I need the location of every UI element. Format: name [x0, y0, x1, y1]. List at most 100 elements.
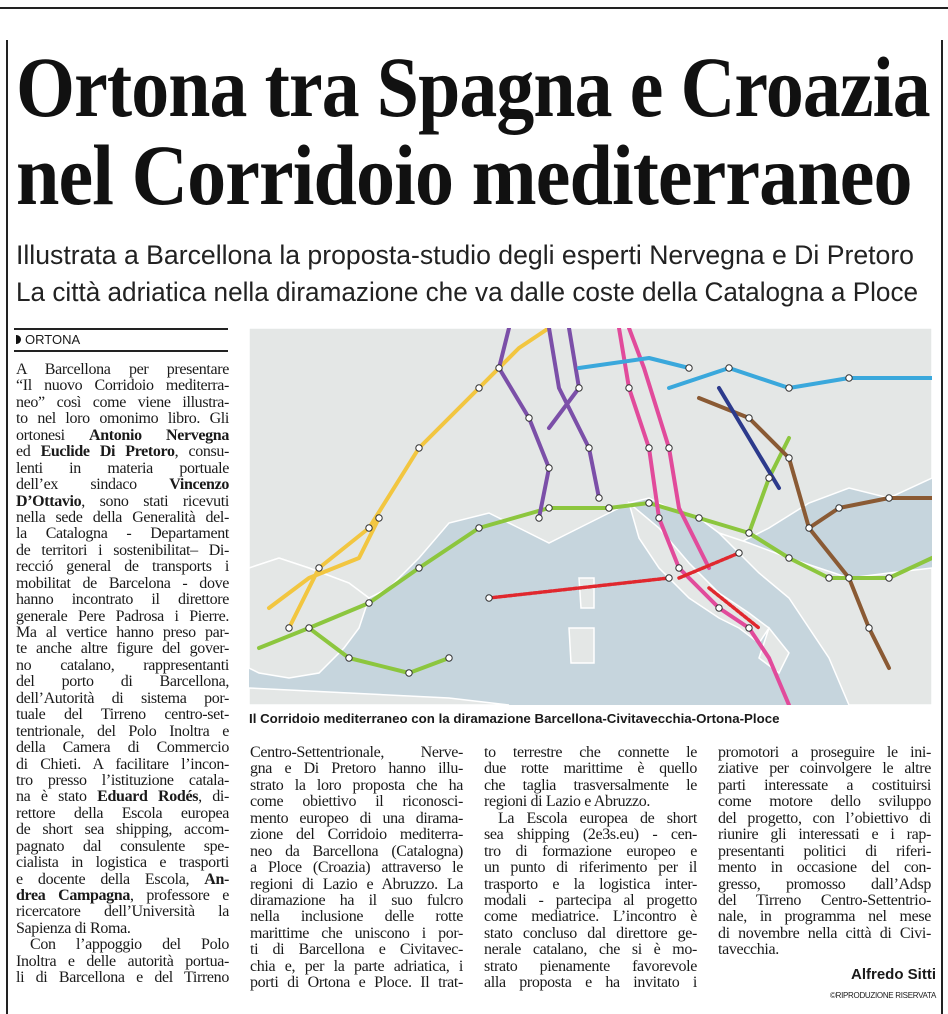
- city-node: [745, 624, 753, 632]
- text-line: dell’Autorità di sistema por-: [16, 689, 229, 707]
- text-line: ortonesi Antonio Nervegna: [16, 426, 229, 444]
- text-line: nerale catalano, che si è mo-: [484, 941, 697, 959]
- text-line: del progetto, con l’obiettivo di: [718, 809, 931, 827]
- text-line: A Barcellona per presentare: [16, 361, 229, 378]
- text-line: hanno incontrato il direttore: [16, 591, 229, 609]
- city-node: [825, 574, 833, 582]
- text-line: recció general de transports i: [16, 558, 229, 576]
- corridor-map: [248, 326, 934, 707]
- city-node: [495, 364, 503, 372]
- subheadline-line-2: La città adriatica nella diramazione che…: [16, 277, 919, 307]
- text-line: tuale del Tirreno centro-set-: [16, 706, 229, 724]
- city-node: [525, 414, 533, 422]
- text-line: ti di Barcellona e Civitavec-: [250, 941, 463, 959]
- text-line: un punto di riferimento per il: [484, 859, 697, 877]
- section-marker-icon: [16, 335, 21, 344]
- text-line: strato la loro proposta che ha: [250, 776, 463, 794]
- city-node: [685, 364, 693, 372]
- corridor-route-blue: [577, 356, 691, 370]
- text-line: modali - partecipa al progetto: [484, 891, 697, 909]
- text-line: de short sea shipping, accom-: [16, 821, 229, 839]
- map-caption: Il Corridoio mediterraneo con la diramaz…: [249, 712, 780, 726]
- article-column-3: to terrestre che connette le due rotte ma…: [484, 744, 697, 992]
- text-line: Con l’appoggio del Polo: [30, 936, 229, 954]
- text-line: dell’ex sindaco Vincenzo: [16, 476, 229, 494]
- text-line: to terrestre che connette le: [484, 744, 697, 761]
- text-line: promotori a proseguire le ini-: [718, 744, 931, 761]
- text-line: marittime che uniscono i por-: [250, 924, 463, 942]
- city-node: [285, 624, 293, 632]
- corridor-route-navy: [717, 386, 781, 490]
- city-node: [805, 524, 813, 532]
- text-line: come motore dello sviluppo: [718, 793, 931, 811]
- text-line: a Ploce (Croazia) attraverso le: [250, 859, 463, 877]
- text-line: nella inclusione delle rotte: [250, 908, 463, 926]
- text-line: to nel loro omonimo libro. Gli: [16, 410, 229, 428]
- text-line: de territori i sostenibilitat– Di-: [16, 541, 229, 559]
- text-line: Ma al vertice hanno preso par-: [16, 624, 229, 641]
- city-node: [575, 384, 583, 392]
- land-route-lazio-abruzzo: [707, 586, 761, 630]
- text-line: che taglia trasversalmente le: [484, 776, 697, 794]
- text-line: pagnato dal consulente spe-: [16, 837, 229, 855]
- text-line: rettore della Escola europea: [16, 804, 229, 822]
- bold-name: Vincenzo: [169, 476, 229, 494]
- text-line: del porto di Barcellona,: [16, 673, 229, 691]
- headline-line-2: nel Corridoio mediterraneo: [16, 127, 913, 223]
- article-column-1: A Barcellona per presentare “Il nuovo Cor…: [16, 361, 230, 987]
- text-line: mobilitat de Barcelona - dove: [16, 574, 229, 592]
- article-column-2: Centro-Settentrionale, Nerve-gna e Di Pr…: [250, 744, 463, 992]
- text-line: stato concluso dal direttore ge-: [484, 924, 697, 942]
- text-line: neo” così come viene illustra-: [16, 393, 229, 411]
- text-line: Inoltra e delle autorità portua-: [16, 952, 229, 970]
- text-line: ed Euclide Di Pretoro, consu-: [16, 443, 230, 461]
- city-node: [605, 504, 613, 512]
- city-node: [365, 599, 373, 607]
- city-node: [475, 524, 483, 532]
- text-line: regioni di Lazio e Abruzzo. La: [250, 875, 463, 893]
- city-node: [845, 574, 853, 582]
- section-label: ORTONA: [14, 328, 228, 352]
- text-line: Sapienza di Roma.: [16, 919, 131, 937]
- copyright-notice: ©RIPRODUZIONE RISERVATA: [830, 991, 936, 1000]
- sea-route-barcelona-civitavecchia: [487, 576, 671, 600]
- city-node: [715, 604, 723, 612]
- city-node: [785, 384, 793, 392]
- text-line: due rotte marittime è quello: [484, 760, 697, 778]
- left-border: [6, 40, 8, 1014]
- text-line: lenti in materia portuale: [16, 459, 229, 477]
- text-line: presentanti politici di riferi-: [718, 842, 931, 860]
- text-line: D’Ottavio, sono stati ricevuti: [16, 492, 229, 510]
- city-node: [475, 384, 483, 392]
- top-rule: [0, 7, 948, 9]
- text-line: della Camera di Commercio: [16, 739, 229, 757]
- bold-name: Eduard Rodés: [97, 788, 199, 806]
- text-line: strato pienamente favorevole: [484, 957, 697, 975]
- text-line: mento europeo di una dirama-: [250, 809, 463, 827]
- corridor-route-yellow: [267, 516, 381, 610]
- text-line: generale Pere Padrosa i Pierre.: [16, 607, 229, 625]
- right-border: [941, 40, 943, 1014]
- text-line: di novembre nella città di Civi-: [718, 924, 931, 942]
- text-line: tro di formazione europeo e: [484, 842, 697, 860]
- city-node: [735, 549, 743, 557]
- city-node: [585, 444, 593, 452]
- city-node: [545, 464, 553, 472]
- text-line: tavecchia.: [718, 941, 779, 959]
- city-node: [365, 524, 373, 532]
- text-line: del Tirreno Centro-Settentrio-: [718, 891, 931, 909]
- text-line: li di Barcellona e del Tirreno: [16, 969, 229, 987]
- city-node: [405, 669, 413, 677]
- city-node: [485, 594, 493, 602]
- city-node: [625, 384, 633, 392]
- text-line: La Escola europea de short: [498, 809, 697, 827]
- text-line: no catalano, rappresentanti: [16, 656, 229, 674]
- bold-name: drea Campagna: [16, 887, 131, 904]
- text-line: nella sede della Generalità del-: [16, 508, 229, 526]
- text-line: nale, in programma nel mese: [718, 908, 931, 926]
- text-line: gresso, promosso dall’Adsp: [718, 875, 931, 893]
- text-line: porti di Ortona e Ploce. Il trat-: [250, 974, 463, 992]
- sea-route-ortona-ploce: [677, 551, 741, 580]
- city-node: [785, 454, 793, 462]
- text-line: ziative per coinvolgere le altre: [718, 760, 931, 778]
